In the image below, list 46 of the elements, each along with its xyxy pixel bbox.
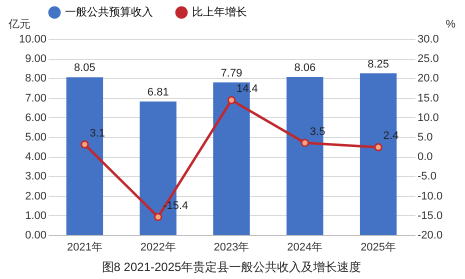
y-tick-label: 9.00	[25, 53, 46, 66]
y-tick-label: 1.00	[25, 210, 46, 222]
y-tick-label: 7.00	[25, 92, 46, 104]
legend-label: 一般公共预算收入	[65, 6, 153, 19]
point	[300, 138, 310, 147]
y2-tick-label: -5.0	[418, 170, 436, 183]
bar	[360, 73, 397, 235]
y2-tick-label: -15.0	[418, 210, 443, 222]
y2-axis-title: %	[446, 18, 456, 30]
text: 图8 2021-2025年贵定县一般公共收入及增长速度	[102, 260, 362, 274]
data-label: 6.81	[147, 86, 169, 99]
y-tick-label: 2.00	[25, 190, 46, 202]
data-label: 7.79	[220, 67, 242, 80]
y2-tick-label: 0.0	[418, 151, 433, 164]
y2-tick-label: 5.0	[418, 132, 433, 144]
data-label: -15.4	[163, 200, 188, 212]
bar	[286, 77, 324, 235]
y-tick-label: 4.00	[25, 151, 46, 164]
data-label: 8.06	[294, 62, 316, 74]
x-tick-label: 2022年	[140, 242, 176, 254]
y2-tick-label: 15.0	[418, 92, 439, 104]
x-tick-label: 2021年	[66, 242, 102, 254]
bar	[66, 77, 104, 235]
y-tick-label: 0.00	[25, 230, 46, 242]
point	[374, 143, 382, 152]
x-tick-label: 2024年	[287, 242, 323, 254]
data-label: 8.25	[368, 58, 390, 70]
y2-tick-label: 20.0	[418, 72, 439, 85]
y-tick-label: 8.00	[25, 72, 46, 85]
point	[154, 212, 162, 222]
y-axis-title: 亿元	[8, 18, 30, 30]
point	[80, 140, 89, 149]
y2-tick-label: 25.0	[418, 53, 439, 66]
point	[227, 96, 236, 104]
legend-label: 比上年增长	[192, 6, 247, 19]
y2-tick-label: -20.0	[418, 230, 443, 242]
data-label: 8.05	[74, 62, 96, 74]
y-tick-label: 3.00	[25, 170, 46, 183]
y2-tick-label: -10.0	[418, 190, 443, 202]
y2-tick-label: 10.0	[418, 112, 439, 124]
y2-tick-label: 30.0	[418, 34, 439, 46]
y-tick-label: 10.00	[18, 34, 46, 46]
x-tick-label: 2023年	[214, 242, 250, 254]
x-tick-label: 2025年	[360, 242, 396, 254]
y-tick-label: 6.00	[25, 112, 46, 124]
y-tick-label: 5.00	[25, 132, 46, 144]
